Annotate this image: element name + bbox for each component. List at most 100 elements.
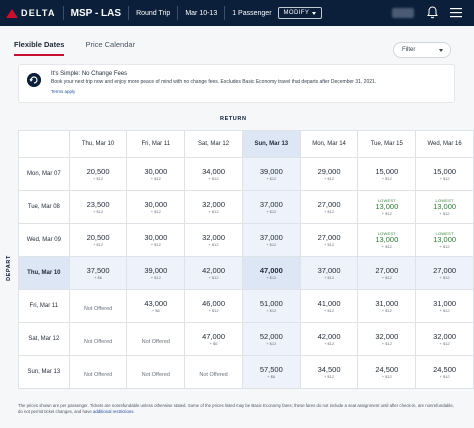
depart-row: Thu, Mar 10 37,500 + $6 39,000 + $12 42,000 + … — [18, 256, 474, 290]
lowest-fare-badge: LOWEST — [435, 231, 454, 236]
depart-row: Sun, Mar 13 Not Offered Not Offered Not Off… — [18, 355, 474, 389]
fare-taxes: + $12 — [323, 340, 335, 346]
notification-bell-icon[interactable] — [427, 6, 438, 19]
fare-cell[interactable]: 37,000 + $12 — [299, 256, 359, 290]
fare-taxes: + $12 — [323, 241, 335, 247]
fare-cell[interactable]: 24,500 + $12 — [357, 355, 417, 389]
fare-cell[interactable]: 20,500 + $12 — [68, 157, 128, 191]
hamburger-menu-icon[interactable] — [450, 7, 462, 18]
fare-cell[interactable]: 37,500 + $6 — [68, 256, 128, 290]
fare-cell[interactable]: 15,000 + $12 — [357, 157, 417, 191]
fare-taxes: + $12 — [323, 274, 335, 280]
fare-cell[interactable]: 43,000 + $6 — [126, 289, 186, 323]
fare-cell[interactable]: 24,500 + $12 — [415, 355, 474, 389]
fare-cell-selected[interactable]: 47,000 + $12 — [241, 256, 301, 290]
depart-date-header-selected: Thu, Mar 10 — [18, 256, 70, 290]
fare-miles: 20,500 — [86, 166, 110, 176]
fare-cell[interactable]: 34,000 + $12 — [184, 157, 243, 191]
fare-miles: 34,500 — [317, 364, 341, 374]
fare-cell[interactable]: 47,000 + $6 — [184, 322, 243, 356]
filter-dropdown[interactable]: Filter — [393, 42, 451, 58]
fare-cell[interactable]: 39,000 + $12 — [241, 157, 301, 191]
fare-cell[interactable]: 20,500 + $12 — [68, 223, 128, 257]
fare-cell[interactable]: 52,000 + $12 — [241, 322, 301, 356]
modify-button[interactable]: MODIFY — [277, 7, 323, 19]
fare-taxes: + $6 — [267, 373, 276, 379]
fare-cell[interactable]: 30,000 + $12 — [126, 157, 186, 191]
fare-cell[interactable]: 42,000 + $12 — [184, 256, 243, 290]
disclaimer-text: The prices shown are per passenger. Tick… — [18, 403, 454, 414]
fare-cell-not-offered: Not Offered — [184, 355, 243, 389]
fare-cell[interactable]: 27,000 + $12 — [299, 223, 359, 257]
delta-logo[interactable]: DELTA — [6, 8, 56, 18]
not-offered-label: Not Offered — [83, 339, 113, 345]
fare-cell[interactable]: 27,000 + $12 — [415, 256, 474, 290]
fare-miles: 32,000 — [433, 331, 457, 341]
fare-cell[interactable]: 30,000 + $12 — [126, 190, 186, 224]
fare-taxes: + $12 — [439, 244, 450, 249]
fare-taxes: + $12 — [92, 208, 104, 214]
fare-cell[interactable]: 31,000 + $12 — [357, 289, 417, 323]
fare-taxes: + $12 — [266, 340, 277, 346]
not-offered-label: Not Offered — [83, 306, 113, 312]
depart-date-header: Sat, Mar 12 — [18, 322, 70, 356]
fare-miles: 13,000 — [375, 235, 399, 244]
fare-cell[interactable]: 42,000 + $12 — [299, 322, 359, 356]
fare-taxes: + $12 — [266, 241, 277, 247]
fare-cell[interactable]: 31,000 + $12 — [415, 289, 474, 323]
user-name-redacted[interactable] — [392, 8, 414, 18]
fare-taxes: + $12 — [208, 307, 219, 313]
fare-cell[interactable]: LOWEST 13,000 + $12 — [357, 190, 417, 224]
trip-type: Round Trip — [136, 9, 171, 17]
return-date-header: Fri, Mar 11 — [126, 130, 186, 158]
fare-miles: 32,000 — [202, 199, 226, 209]
fare-miles: 42,000 — [202, 265, 226, 275]
fare-cell[interactable]: 15,000 + $12 — [415, 157, 474, 191]
return-date-header: Thu, Mar 10 — [68, 130, 128, 158]
fare-taxes: + $12 — [323, 373, 335, 379]
fare-cell[interactable]: 51,000 + $12 — [241, 289, 301, 323]
fare-taxes: + $12 — [92, 175, 104, 181]
fare-cell[interactable]: 32,000 + $12 — [357, 322, 417, 356]
restrictions-link[interactable]: additional restrictions. — [93, 408, 135, 414]
fare-cell[interactable]: 32,000 + $12 — [184, 190, 243, 224]
fare-cell[interactable]: 46,000 + $12 — [184, 289, 243, 323]
fare-taxes: + $12 — [381, 244, 392, 249]
top-nav-bar: DELTA MSP - LAS Round Trip Mar 10-13 1 P… — [0, 0, 474, 26]
fare-taxes: + $12 — [439, 274, 450, 280]
fare-cell[interactable]: 32,000 + $12 — [184, 223, 243, 257]
fare-cell[interactable]: 27,000 + $12 — [357, 256, 417, 290]
fare-cell[interactable]: 37,000 + $12 — [241, 223, 301, 257]
fare-cell[interactable]: 39,000 + $12 — [126, 256, 186, 290]
fare-cell[interactable]: 34,500 + $12 — [299, 355, 359, 389]
fare-taxes: + $12 — [266, 307, 277, 313]
fare-miles: 27,000 — [375, 265, 399, 275]
not-offered-label: Not Offered — [141, 339, 170, 345]
tab-price-calendar[interactable]: Price Calendar — [85, 40, 136, 49]
fare-taxes: + $12 — [323, 307, 335, 313]
fare-miles: 13,000 — [433, 235, 457, 244]
fare-miles: 30,000 — [144, 166, 168, 176]
fare-cell[interactable]: LOWEST 13,000 + $12 — [357, 223, 417, 257]
terms-link[interactable]: Terms apply — [51, 89, 76, 94]
fare-cell[interactable]: 29,000 + $12 — [299, 157, 359, 191]
fare-cell[interactable]: 32,000 + $12 — [415, 322, 474, 356]
fare-cell[interactable]: 41,000 + $12 — [299, 289, 359, 323]
fare-cell[interactable]: 30,000 + $12 — [126, 223, 186, 257]
fare-miles: 24,500 — [433, 364, 457, 374]
fare-miles: 31,000 — [375, 298, 399, 308]
fare-cell[interactable]: LOWEST 13,000 + $12 — [415, 190, 474, 224]
fare-cell[interactable]: 37,000 + $12 — [241, 190, 301, 224]
depart-date-header: Sun, Mar 13 — [18, 355, 70, 389]
fare-cell[interactable]: 57,500 + $6 — [241, 355, 301, 389]
fare-taxes: + $12 — [266, 175, 277, 181]
fare-taxes: + $12 — [208, 241, 219, 247]
fare-cell[interactable]: 27,000 + $12 — [299, 190, 359, 224]
fare-disclaimer: The prices shown are per passenger. Tick… — [18, 403, 458, 414]
fare-miles: 15,000 — [375, 166, 399, 176]
fare-cell[interactable]: 23,500 + $12 — [68, 190, 128, 224]
tab-flexible-dates[interactable]: Flexible Dates — [14, 40, 65, 56]
fare-miles: 34,000 — [202, 166, 226, 176]
fare-cell[interactable]: LOWEST 13,000 + $12 — [415, 223, 474, 257]
fare-taxes: + $6 — [209, 340, 218, 346]
